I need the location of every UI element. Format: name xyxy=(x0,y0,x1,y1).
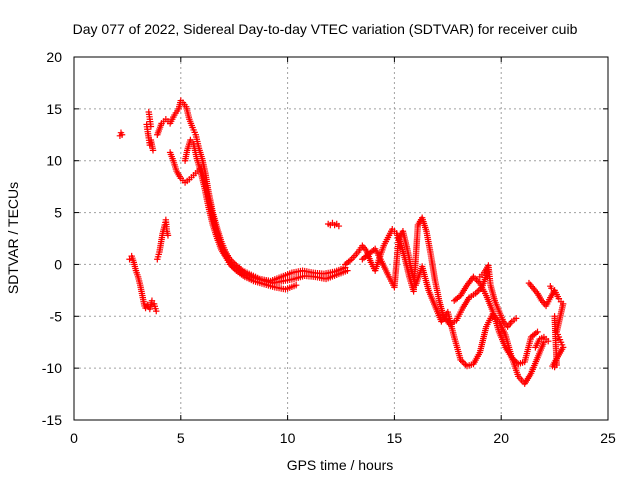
series-seg-d xyxy=(145,108,155,130)
y-tick-label: -5 xyxy=(50,308,63,324)
series-seg-b xyxy=(142,297,160,315)
data-point xyxy=(149,147,157,154)
x-tick-label: 25 xyxy=(600,430,616,446)
x-axis-ticks: 0 5 10 15 20 25 xyxy=(70,57,616,446)
data-point xyxy=(473,276,480,284)
series-end-cluster xyxy=(525,279,567,371)
series-main-lower xyxy=(166,149,300,293)
data-point xyxy=(164,232,172,239)
data-point xyxy=(292,281,300,289)
series-late-wave xyxy=(451,273,541,368)
chart-title: Day 077 of 2022, Sidereal Day-to-day VTE… xyxy=(73,21,578,37)
y-tick-label: -10 xyxy=(42,360,62,376)
series-mid-wave-1 xyxy=(342,214,492,328)
data-point xyxy=(153,307,160,315)
x-tick-label: 0 xyxy=(70,430,78,446)
data-point xyxy=(473,288,481,296)
series-main-upper xyxy=(154,97,349,285)
x-tick-label: 15 xyxy=(387,430,403,446)
grid-lines xyxy=(74,57,608,420)
y-tick-label: 0 xyxy=(54,256,62,272)
data-point xyxy=(147,123,155,130)
data-point xyxy=(544,337,552,345)
series-seg-e xyxy=(154,216,172,263)
series-end-isolated xyxy=(547,283,555,292)
plot-frame xyxy=(73,56,609,421)
data-point xyxy=(548,285,555,292)
series-main-mid xyxy=(181,136,351,287)
x-axis-label: GPS time / hours xyxy=(287,457,394,473)
x-tick-label: 20 xyxy=(493,430,509,446)
y-tick-label: -15 xyxy=(42,412,62,428)
series-seg-c xyxy=(143,121,157,154)
data-point xyxy=(335,222,343,230)
x-tick-label: 10 xyxy=(280,430,296,446)
y-axis-label: SDTVAR / TECUs xyxy=(5,182,21,294)
y-tick-label: 10 xyxy=(46,153,62,169)
series-seg-a xyxy=(126,252,148,310)
y-axis-ticks: 20 15 10 5 0 -5 -10 -15 xyxy=(42,49,608,428)
y-tick-label: 15 xyxy=(46,101,62,117)
data-point xyxy=(462,361,469,368)
data-point xyxy=(344,267,351,274)
data-point xyxy=(118,131,126,138)
data-point xyxy=(534,328,541,336)
series-end-mid xyxy=(532,333,552,351)
series-mid-wave-2 xyxy=(359,228,548,387)
x-tick-label: 5 xyxy=(177,430,185,446)
data-point xyxy=(551,313,558,320)
series-isolated-12 xyxy=(324,219,343,230)
series-early-isolated xyxy=(116,129,126,140)
y-tick-label: 5 xyxy=(54,205,62,221)
series-late-upper xyxy=(476,262,520,330)
data-point xyxy=(512,315,520,322)
y-tick-label: 20 xyxy=(46,49,62,65)
data-points xyxy=(116,97,567,387)
